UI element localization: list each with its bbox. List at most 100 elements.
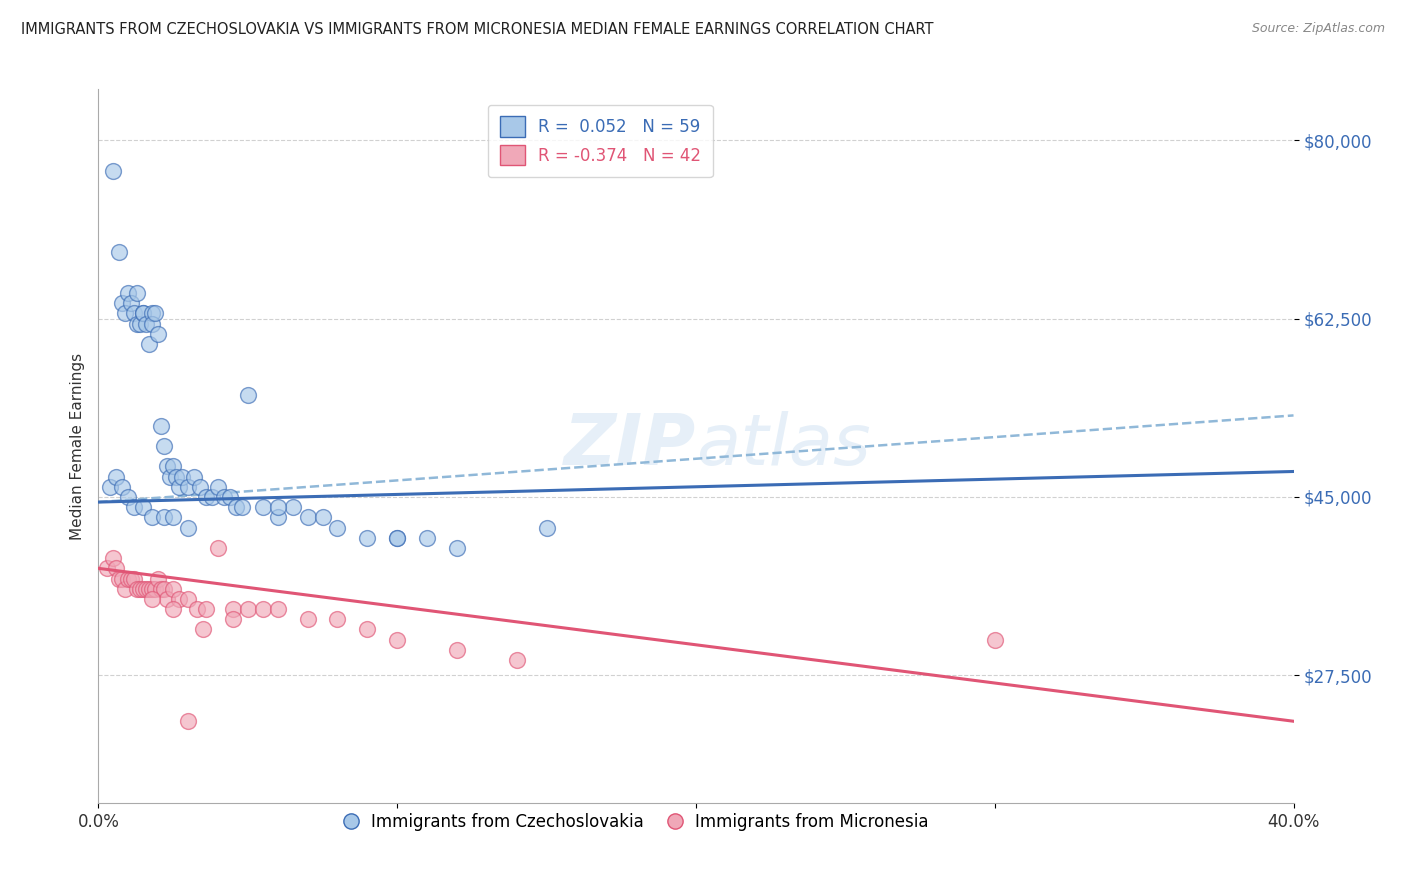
Point — [138, 337, 160, 351]
Point — [108, 572, 131, 586]
Point — [150, 582, 173, 596]
Text: Source: ZipAtlas.com: Source: ZipAtlas.com — [1251, 22, 1385, 36]
Point — [172, 469, 194, 483]
Point — [153, 582, 176, 596]
Point — [231, 500, 253, 515]
Point — [129, 582, 152, 596]
Point — [117, 490, 139, 504]
Point — [105, 561, 128, 575]
Point — [326, 612, 349, 626]
Point — [236, 602, 259, 616]
Point — [222, 602, 245, 616]
Point — [222, 612, 245, 626]
Point — [159, 469, 181, 483]
Point — [236, 388, 259, 402]
Point — [356, 531, 378, 545]
Point — [446, 643, 468, 657]
Point — [177, 714, 200, 729]
Point — [148, 326, 170, 341]
Point — [984, 632, 1007, 647]
Point — [416, 531, 439, 545]
Point — [124, 500, 146, 515]
Point — [162, 602, 184, 616]
Point — [326, 520, 349, 534]
Point — [132, 306, 155, 320]
Point — [162, 510, 184, 524]
Point — [356, 623, 378, 637]
Point — [186, 602, 208, 616]
Point — [446, 541, 468, 555]
Point — [124, 306, 146, 320]
Point — [195, 490, 218, 504]
Point — [156, 591, 179, 606]
Point — [138, 582, 160, 596]
Point — [103, 163, 125, 178]
Point — [195, 602, 218, 616]
Point — [98, 480, 122, 494]
Point — [132, 500, 155, 515]
Point — [127, 317, 149, 331]
Point — [207, 541, 229, 555]
Point — [207, 480, 229, 494]
Point — [167, 591, 190, 606]
Point — [225, 500, 247, 515]
Point — [267, 510, 290, 524]
Point — [143, 582, 166, 596]
Point — [148, 572, 170, 586]
Point — [267, 500, 290, 515]
Point — [311, 510, 333, 524]
Point — [177, 591, 200, 606]
Point — [111, 480, 134, 494]
Point — [281, 500, 304, 515]
Point — [153, 439, 176, 453]
Point — [219, 490, 242, 504]
Text: ZIP: ZIP — [564, 411, 696, 481]
Point — [129, 317, 152, 331]
Point — [162, 459, 184, 474]
Point — [188, 480, 211, 494]
Point — [120, 572, 142, 586]
Point — [111, 296, 134, 310]
Point — [114, 582, 136, 596]
Point — [212, 490, 235, 504]
Point — [297, 510, 319, 524]
Point — [385, 531, 409, 545]
Point — [165, 469, 187, 483]
Point — [141, 510, 163, 524]
Point — [141, 582, 163, 596]
Point — [141, 306, 163, 320]
Point — [108, 245, 131, 260]
Point — [201, 490, 224, 504]
Point — [124, 572, 146, 586]
Point — [385, 531, 409, 545]
Point — [114, 306, 136, 320]
Point — [252, 602, 274, 616]
Point — [162, 582, 184, 596]
Point — [267, 602, 290, 616]
Point — [177, 520, 200, 534]
Point — [297, 612, 319, 626]
Legend: Immigrants from Czechoslovakia, Immigrants from Micronesia: Immigrants from Czechoslovakia, Immigran… — [337, 806, 935, 838]
Point — [506, 653, 529, 667]
Point — [127, 582, 149, 596]
Point — [167, 480, 190, 494]
Point — [385, 632, 409, 647]
Point — [150, 418, 173, 433]
Y-axis label: Median Female Earnings: Median Female Earnings — [69, 352, 84, 540]
Point — [141, 591, 163, 606]
Point — [252, 500, 274, 515]
Point — [103, 551, 125, 566]
Point — [96, 561, 118, 575]
Point — [141, 317, 163, 331]
Point — [143, 306, 166, 320]
Point — [135, 317, 157, 331]
Text: IMMIGRANTS FROM CZECHOSLOVAKIA VS IMMIGRANTS FROM MICRONESIA MEDIAN FEMALE EARNI: IMMIGRANTS FROM CZECHOSLOVAKIA VS IMMIGR… — [21, 22, 934, 37]
Point — [132, 306, 155, 320]
Point — [120, 296, 142, 310]
Point — [183, 469, 205, 483]
Point — [191, 623, 214, 637]
Point — [117, 286, 139, 301]
Point — [132, 582, 155, 596]
Point — [135, 582, 157, 596]
Text: atlas: atlas — [696, 411, 870, 481]
